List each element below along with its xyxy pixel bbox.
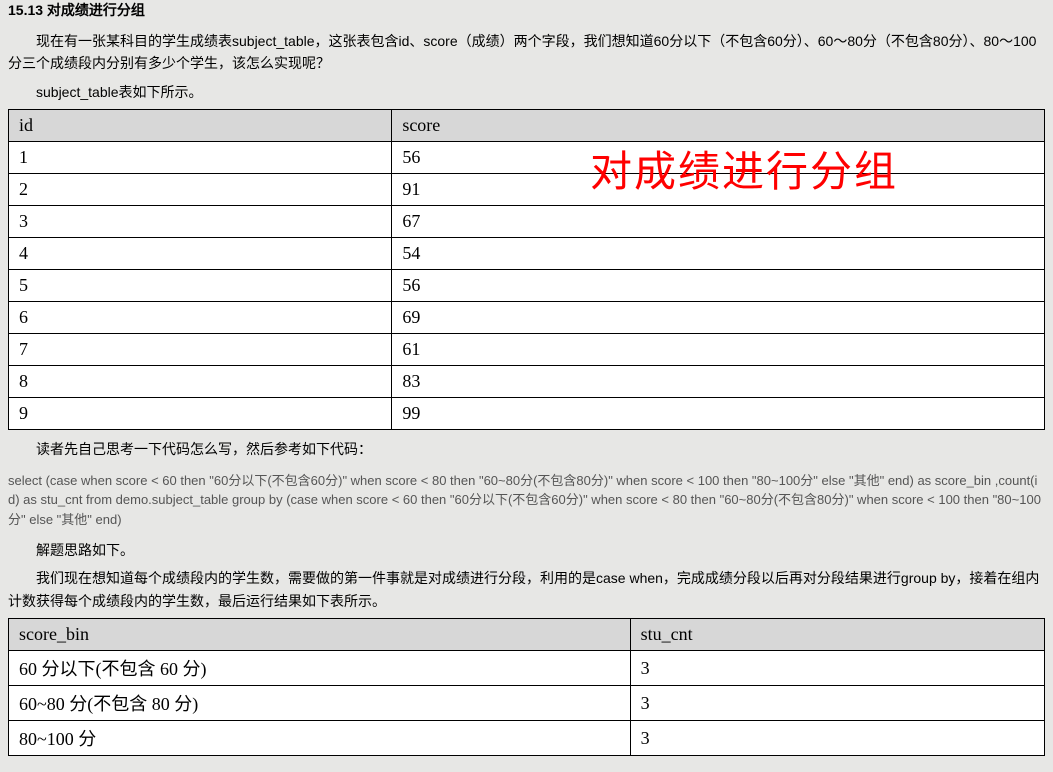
subject-table-row: 999 <box>9 398 1045 430</box>
subject-table-cell: 8 <box>9 366 392 398</box>
result-table-cell: 3 <box>630 686 1044 721</box>
result-table-cell: 60 分以下(不包含 60 分) <box>9 651 631 686</box>
prompt-paragraph: 读者先自己思考一下代码怎么写，然后参考如下代码： <box>8 438 1045 460</box>
subject-table-cell: 2 <box>9 174 392 206</box>
result-table: score_binstu_cnt 60 分以下(不包含 60 分)360~80 … <box>8 618 1045 756</box>
subject-table-cell: 69 <box>392 302 1045 334</box>
subject-table-row: 883 <box>9 366 1045 398</box>
section-title: 15.13 对成绩进行分组 <box>8 0 1045 20</box>
result-table-row: 80~100 分3 <box>9 721 1045 756</box>
subject-table-row: 669 <box>9 302 1045 334</box>
result-table-cell: 3 <box>630 651 1044 686</box>
subject-table-cell: 83 <box>392 366 1045 398</box>
subject-table-cell: 56 <box>392 142 1045 174</box>
result-table-cell: 3 <box>630 721 1044 756</box>
subject-table-cell: 56 <box>392 270 1045 302</box>
subject-table-row: 156 <box>9 142 1045 174</box>
subject-table-cell: 7 <box>9 334 392 366</box>
subject-table-row: 761 <box>9 334 1045 366</box>
subject-table-cell: 9 <box>9 398 392 430</box>
explain-paragraph: 我们现在想知道每个成绩段内的学生数，需要做的第一件事就是对成绩进行分段，利用的是… <box>8 567 1045 612</box>
subject-table-cell: 67 <box>392 206 1045 238</box>
result-table-header-0: score_bin <box>9 619 631 651</box>
subject-table-cell: 91 <box>392 174 1045 206</box>
result-table-cell: 60~80 分(不包含 80 分) <box>9 686 631 721</box>
subject-table-cell: 4 <box>9 238 392 270</box>
subject-table-cell: 5 <box>9 270 392 302</box>
subject-table-row: 556 <box>9 270 1045 302</box>
sql-code-block: select (case when score < 60 then "60分以下… <box>8 471 1045 530</box>
intro-paragraph-1: 现在有一张某科目的学生成绩表subject_table，这张表包含id、scor… <box>8 30 1045 75</box>
subject-table-cell: 99 <box>392 398 1045 430</box>
subject-table-cell: 1 <box>9 142 392 174</box>
explain-heading: 解题思路如下。 <box>8 539 1045 561</box>
subject-table-row: 454 <box>9 238 1045 270</box>
result-table-row: 60 分以下(不包含 60 分)3 <box>9 651 1045 686</box>
subject-table-row: 367 <box>9 206 1045 238</box>
subject-table-cell: 54 <box>392 238 1045 270</box>
subject-table-cell: 61 <box>392 334 1045 366</box>
result-table-cell: 80~100 分 <box>9 721 631 756</box>
result-table-header-1: stu_cnt <box>630 619 1044 651</box>
subject-table-header-1: score <box>392 110 1045 142</box>
subject-table-row: 291 <box>9 174 1045 206</box>
subject-table: idscore 156291367454556669761883999 <box>8 109 1045 430</box>
subject-table-cell: 6 <box>9 302 392 334</box>
subject-table-cell: 3 <box>9 206 392 238</box>
intro-paragraph-2: subject_table表如下所示。 <box>8 81 1045 103</box>
result-table-row: 60~80 分(不包含 80 分)3 <box>9 686 1045 721</box>
subject-table-header-0: id <box>9 110 392 142</box>
